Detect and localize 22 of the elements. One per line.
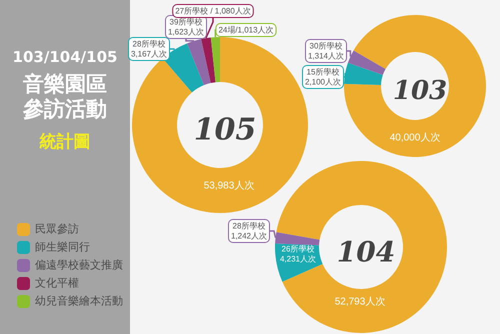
data-label: 27所學校 / 1,080人次 bbox=[175, 6, 251, 16]
data-label: 26所學校 4,231人次 bbox=[280, 244, 316, 264]
slice-label: 104 bbox=[336, 236, 396, 268]
data-label: 28所學校 1,242人次 bbox=[230, 222, 268, 240]
data-label: 24場/1,013人次 bbox=[218, 26, 274, 34]
data-label: 40,000人次 bbox=[390, 132, 440, 144]
data-label: 28所學校 3,167人次 bbox=[130, 40, 168, 58]
data-label: 30所學校 1,314人次 bbox=[308, 42, 344, 60]
text: 統計圖 bbox=[38, 131, 92, 153]
legend-label: 民眾參訪 bbox=[35, 222, 79, 236]
data-label: 53,983人次 bbox=[204, 180, 254, 192]
data-label: 52,793人次 bbox=[334, 296, 386, 308]
legend-label: 文化平權 bbox=[35, 276, 79, 290]
data-label: 39所學校 1,623人次 bbox=[168, 18, 204, 36]
data-label: 15所學校 2,100人次 bbox=[304, 68, 342, 86]
slice-label: 105 bbox=[194, 112, 256, 148]
text: 103/104/105 bbox=[12, 48, 118, 66]
legend-label: 偏遠學校藝文推廣 bbox=[35, 258, 123, 272]
legend-label: 師生樂同行 bbox=[35, 240, 90, 254]
legend-label: 幼兒音樂繪本活動 bbox=[35, 294, 123, 308]
legend-label: 103 bbox=[392, 76, 448, 106]
text: 音樂園區參訪活動 bbox=[22, 72, 108, 122]
